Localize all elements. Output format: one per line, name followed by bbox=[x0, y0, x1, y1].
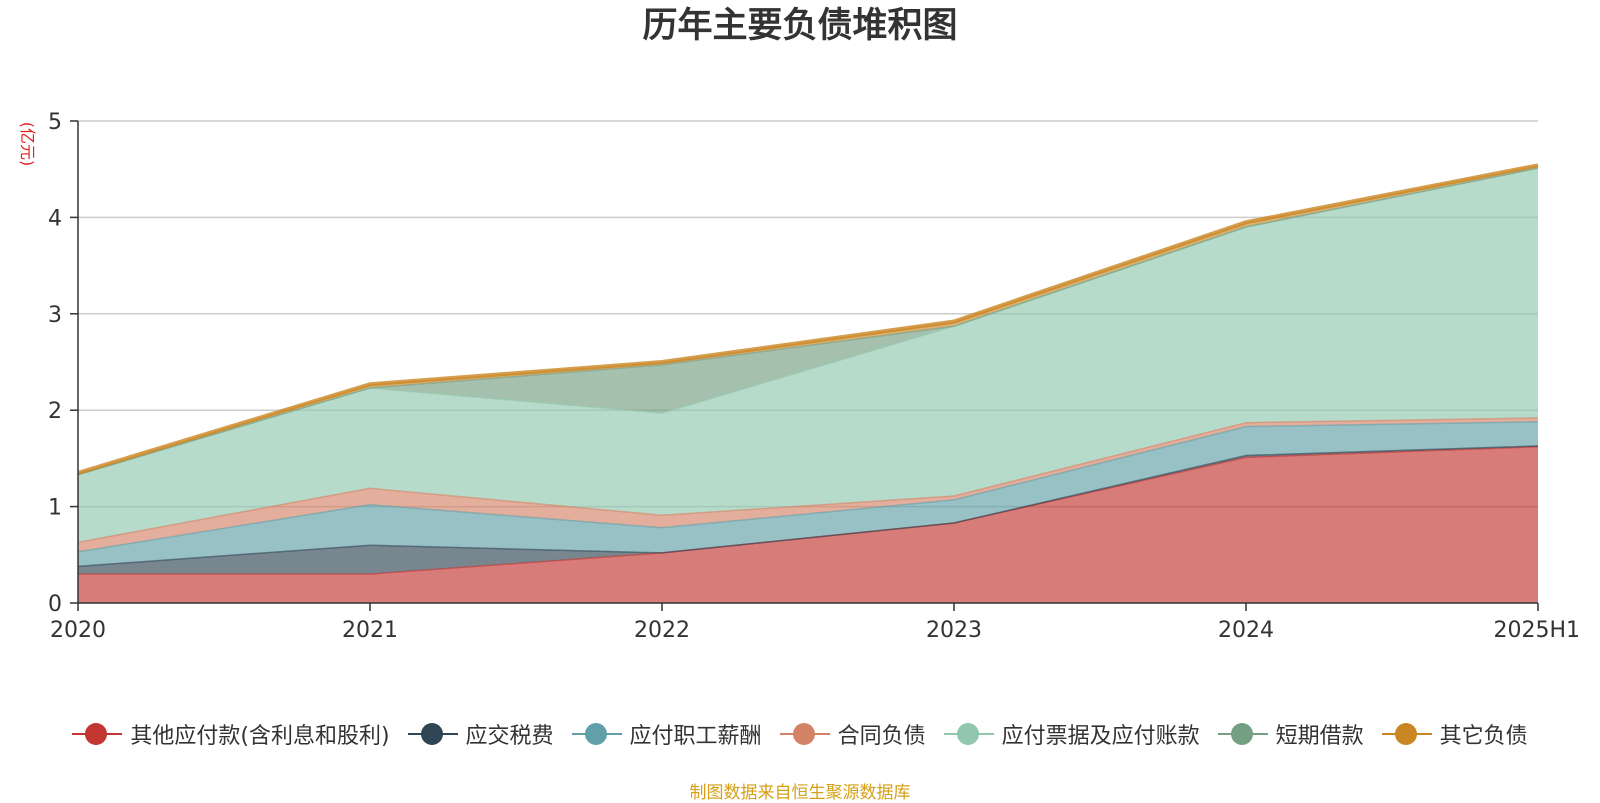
legend-item-6[interactable]: 其它负债 bbox=[1381, 718, 1528, 750]
area-layer bbox=[78, 165, 1538, 603]
legend-label-0: 其他应付款(含利息和股利) bbox=[130, 724, 390, 749]
legend-item-4[interactable]: 应付票据及应付账款 bbox=[943, 718, 1200, 750]
legend-marker-6 bbox=[1381, 722, 1432, 746]
legend: 其他应付款(含利息和股利) 应交税费 应付职工薪酬 合同负债 应付票据及应付账款 短期借款… bbox=[0, 718, 1600, 750]
y-tick-label-3: 3 bbox=[48, 303, 62, 328]
legend-item-1[interactable]: 应交税费 bbox=[407, 718, 554, 750]
area-series-0[interactable] bbox=[78, 446, 1538, 603]
y-tick-label-2: 2 bbox=[48, 399, 62, 424]
legend-marker-4 bbox=[943, 722, 994, 746]
legend-marker-2 bbox=[571, 722, 622, 746]
area-series-6[interactable] bbox=[78, 165, 1538, 475]
legend-marker-1 bbox=[407, 722, 458, 746]
x-tick-label-5: 2025H1 bbox=[1493, 618, 1580, 643]
line-series-2 bbox=[77, 421, 1539, 553]
y-tick-label-1: 1 bbox=[48, 496, 62, 521]
legend-item-2[interactable]: 应付职工薪酬 bbox=[571, 718, 762, 750]
legend-label-4: 应付票据及应付账款 bbox=[1001, 724, 1200, 749]
legend-item-5[interactable]: 短期借款 bbox=[1217, 718, 1364, 750]
area-series-1[interactable] bbox=[78, 445, 1538, 575]
legend-item-0[interactable]: 其他应付款(含利息和股利) bbox=[72, 718, 390, 750]
legend-label-3: 合同负债 bbox=[837, 724, 926, 749]
x-tick-label-1: 2021 bbox=[342, 618, 398, 643]
line-layer bbox=[77, 163, 1539, 575]
line-series-3 bbox=[77, 417, 1539, 544]
axis-layer: 0 1 2 3 4 5 2020 2021 2022 2023 2024 2025H1 bbox=[48, 110, 1580, 643]
line-series-5 bbox=[77, 167, 1539, 476]
x-tick-label-3: 2023 bbox=[926, 618, 982, 643]
legend-label-2: 应付职工薪酬 bbox=[629, 724, 762, 749]
x-tick-label-4: 2024 bbox=[1218, 618, 1274, 643]
legend-item-3[interactable]: 合同负债 bbox=[779, 718, 926, 750]
y-tick-label-4: 4 bbox=[48, 206, 62, 231]
x-tick-label-2: 2022 bbox=[634, 618, 690, 643]
chart-title: 历年主要负债堆积图 bbox=[642, 6, 958, 46]
legend-label-1: 应交税费 bbox=[465, 724, 554, 749]
line-series-1 bbox=[77, 445, 1539, 568]
y-tick-label-5: 5 bbox=[48, 110, 62, 135]
source-note: 制图数据来自恒生聚源数据库 bbox=[689, 783, 911, 803]
area-series-4[interactable] bbox=[78, 168, 1538, 543]
legend-marker-5 bbox=[1217, 722, 1268, 746]
legend-label-5: 短期借款 bbox=[1275, 724, 1364, 749]
legend-label-6: 其它负债 bbox=[1439, 724, 1528, 749]
y-axis-unit-label: (亿元) bbox=[18, 122, 37, 167]
legend-marker-0 bbox=[72, 722, 123, 746]
x-tick-label-0: 2020 bbox=[50, 618, 106, 643]
area-series-2[interactable] bbox=[78, 421, 1538, 567]
line-series-6 bbox=[77, 163, 1539, 475]
y-tick-label-0: 0 bbox=[48, 592, 62, 617]
legend-marker-3 bbox=[779, 722, 830, 746]
